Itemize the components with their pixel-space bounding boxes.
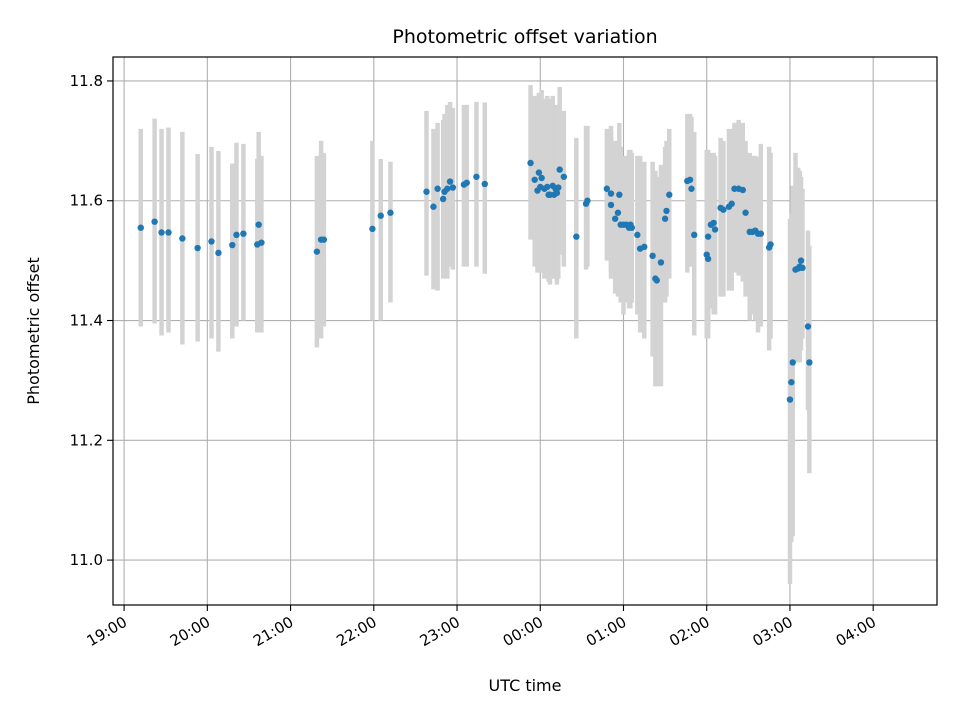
data-point xyxy=(573,233,580,240)
data-point xyxy=(560,173,568,180)
data-point xyxy=(742,209,749,216)
x-axis-title: UTC time xyxy=(489,676,562,695)
data-point xyxy=(208,238,215,245)
data-point xyxy=(584,197,591,204)
data-point xyxy=(481,180,488,188)
data-point xyxy=(704,255,712,263)
data-point xyxy=(616,191,623,198)
plot-frame xyxy=(112,56,938,606)
data-point xyxy=(603,185,611,192)
data-point xyxy=(728,200,735,207)
data-point xyxy=(663,207,670,215)
data-point xyxy=(556,166,563,173)
data-point xyxy=(555,184,562,191)
data-point xyxy=(704,233,712,240)
data-point xyxy=(473,173,480,180)
data-point xyxy=(661,215,669,222)
data-point xyxy=(137,224,144,231)
data-point xyxy=(691,231,698,239)
data-point xyxy=(614,209,622,216)
data-point xyxy=(628,224,636,231)
data-point xyxy=(799,264,806,272)
data-point xyxy=(377,212,384,219)
data-point xyxy=(233,231,240,239)
data-point xyxy=(444,185,451,192)
data-point xyxy=(320,236,328,243)
y-tick-label: 11.4 xyxy=(70,312,103,330)
data-point xyxy=(434,185,441,192)
data-point xyxy=(535,169,543,176)
data-point xyxy=(194,244,201,252)
data-point xyxy=(806,359,813,366)
data-point xyxy=(543,183,551,191)
data-point xyxy=(527,159,534,167)
data-point xyxy=(215,249,222,257)
data-point xyxy=(757,230,765,237)
data-point xyxy=(439,195,447,203)
data-point xyxy=(158,229,165,236)
data-point xyxy=(531,176,538,183)
data-point xyxy=(767,241,774,248)
y-tick-label: 11.8 xyxy=(70,72,103,90)
data-point xyxy=(240,230,247,237)
data-point xyxy=(179,235,186,242)
data-point xyxy=(607,190,615,197)
y-axis-title: Photometric offset xyxy=(24,257,43,405)
data-point xyxy=(313,248,321,255)
data-point xyxy=(634,231,641,239)
data-points xyxy=(137,159,813,403)
data-point xyxy=(641,243,648,251)
data-point xyxy=(449,184,457,191)
chart-title: Photometric offset variation xyxy=(392,26,657,48)
data-point xyxy=(657,259,665,266)
data-point xyxy=(797,257,805,264)
data-point xyxy=(686,176,694,183)
data-point xyxy=(739,186,746,194)
data-point xyxy=(255,221,262,228)
data-point xyxy=(804,323,812,330)
plot-area xyxy=(113,57,937,605)
data-point xyxy=(446,178,454,185)
data-point xyxy=(553,189,561,197)
data-point xyxy=(788,379,795,386)
data-point xyxy=(649,252,656,260)
data-point xyxy=(387,209,394,216)
data-point xyxy=(720,206,727,213)
data-point xyxy=(611,215,619,222)
y-tick-label: 11.2 xyxy=(70,431,103,449)
data-point xyxy=(165,229,172,236)
data-point xyxy=(653,277,660,284)
data-point xyxy=(710,219,717,227)
data-point xyxy=(369,225,376,233)
data-point xyxy=(789,359,796,366)
data-point xyxy=(666,191,673,198)
data-point xyxy=(538,174,545,182)
data-point xyxy=(607,201,615,209)
data-point xyxy=(786,396,794,403)
data-point xyxy=(151,218,158,225)
data-point xyxy=(711,226,719,233)
data-point xyxy=(430,203,437,210)
y-tick-label: 11.6 xyxy=(70,192,103,210)
data-point xyxy=(423,188,430,195)
data-point xyxy=(688,185,695,192)
data-point xyxy=(463,179,470,186)
data-point xyxy=(229,241,236,249)
data-point xyxy=(258,239,265,246)
y-axis: 11.0 11.2 11.4 11.6 11.8 xyxy=(70,72,113,569)
y-tick-label: 11.0 xyxy=(70,551,103,569)
